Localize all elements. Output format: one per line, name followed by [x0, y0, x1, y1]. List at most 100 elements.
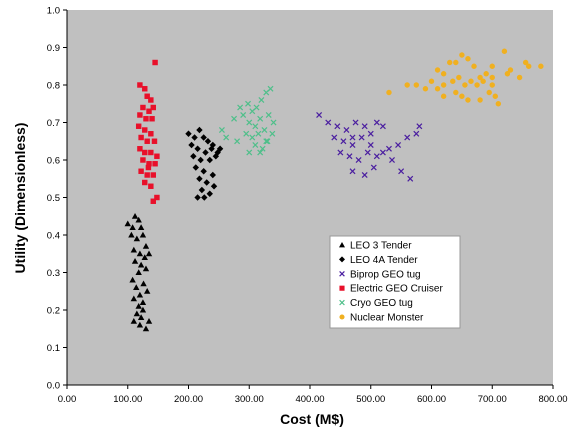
data-point: [152, 161, 158, 167]
data-point: [129, 224, 136, 231]
data-point: [264, 138, 271, 145]
data-point: [261, 127, 268, 133]
data-point: [349, 142, 356, 148]
data-point: [346, 153, 353, 160]
data-point: [154, 194, 160, 201]
legend-marker: [339, 242, 345, 248]
data-point: [231, 115, 238, 122]
data-point: [216, 145, 224, 152]
data-point: [489, 63, 495, 69]
data-point: [150, 104, 156, 111]
data-point: [361, 123, 368, 130]
data-point: [465, 97, 471, 103]
x-tick-label: 500.00: [356, 394, 385, 405]
data-point: [516, 74, 523, 81]
data-point: [144, 93, 150, 99]
data-point: [142, 179, 148, 186]
legend: LEO 3 Tender LEO 4A Tender Biprop GEO tug E…: [329, 235, 461, 329]
data-point: [141, 254, 148, 261]
data-point: [246, 149, 253, 156]
data-point: [214, 149, 221, 156]
data-point: [480, 78, 486, 84]
data-point: [197, 156, 204, 164]
data-point: [137, 112, 143, 118]
data-point: [142, 243, 150, 249]
data-point: [131, 213, 139, 219]
y-tick-label: 0.7: [47, 118, 60, 129]
data-point: [386, 89, 392, 96]
data-point: [504, 71, 511, 77]
data-point: [243, 130, 250, 137]
legend-marker: [339, 285, 345, 291]
data-point: [148, 97, 154, 103]
x-axis-ticks: 0.00 100.00 200.00 300.00 400.00 500.00 600.00…: [58, 385, 568, 405]
data-point: [142, 86, 148, 92]
series-leo-4a-tender: [185, 126, 224, 201]
data-point: [137, 261, 145, 268]
data-point: [367, 142, 374, 148]
data-point: [525, 63, 532, 69]
data-point: [269, 130, 276, 137]
data-point: [413, 82, 420, 88]
data-point: [223, 134, 230, 141]
data-point: [218, 127, 225, 133]
data-point: [474, 82, 480, 88]
data-point: [456, 74, 462, 81]
data-point: [196, 126, 203, 134]
data-point: [249, 134, 256, 141]
data-point: [265, 112, 272, 118]
data-point: [270, 119, 277, 126]
data-point: [142, 127, 148, 133]
data-point: [489, 74, 495, 81]
data-point: [150, 172, 156, 178]
data-point: [151, 138, 158, 144]
data-point: [145, 164, 152, 171]
data-point: [139, 306, 147, 313]
data-point: [246, 119, 253, 126]
data-point: [148, 149, 154, 156]
x-tick-label: 400.00: [295, 394, 324, 405]
data-point: [340, 138, 347, 145]
data-point: [379, 123, 386, 130]
data-point: [434, 86, 441, 92]
data-point: [137, 146, 143, 152]
data-point: [124, 220, 131, 227]
y-tick-label: 0.8: [47, 81, 60, 92]
data-point: [208, 145, 215, 152]
data-point: [440, 82, 447, 88]
x-tick-label: 300.00: [235, 394, 264, 405]
y-axis-title: Utility (Dimensionless): [12, 123, 28, 274]
data-point: [453, 59, 459, 66]
data-point: [210, 183, 218, 190]
series-cryo-geo-tug: [218, 85, 277, 156]
data-point: [194, 194, 201, 201]
data-point: [138, 168, 144, 174]
y-tick-label: 0.3: [47, 268, 60, 279]
data-point: [139, 231, 147, 238]
y-tick-label: 0.1: [47, 343, 60, 354]
data-point: [240, 112, 247, 118]
data-point: [204, 138, 212, 145]
data-points: [124, 48, 544, 332]
data-point: [316, 112, 323, 118]
data-point: [447, 59, 453, 66]
data-point: [130, 295, 138, 302]
series-electric-geo-cruiser: [135, 59, 160, 204]
legend-marker: [339, 299, 345, 306]
data-point: [135, 303, 142, 309]
data-point: [190, 153, 197, 160]
series-nuclear-monster: [386, 48, 544, 107]
data-point: [148, 131, 154, 137]
legend-marker: [339, 256, 345, 263]
data-point: [145, 318, 153, 324]
data-point: [255, 130, 262, 137]
data-point: [352, 119, 359, 126]
data-point: [257, 115, 264, 122]
legend-label: Cryo GEO tug: [350, 298, 413, 309]
data-point: [150, 198, 156, 204]
data-point: [149, 116, 155, 122]
data-point: [192, 164, 199, 171]
data-point: [196, 175, 203, 182]
data-point: [152, 59, 158, 66]
